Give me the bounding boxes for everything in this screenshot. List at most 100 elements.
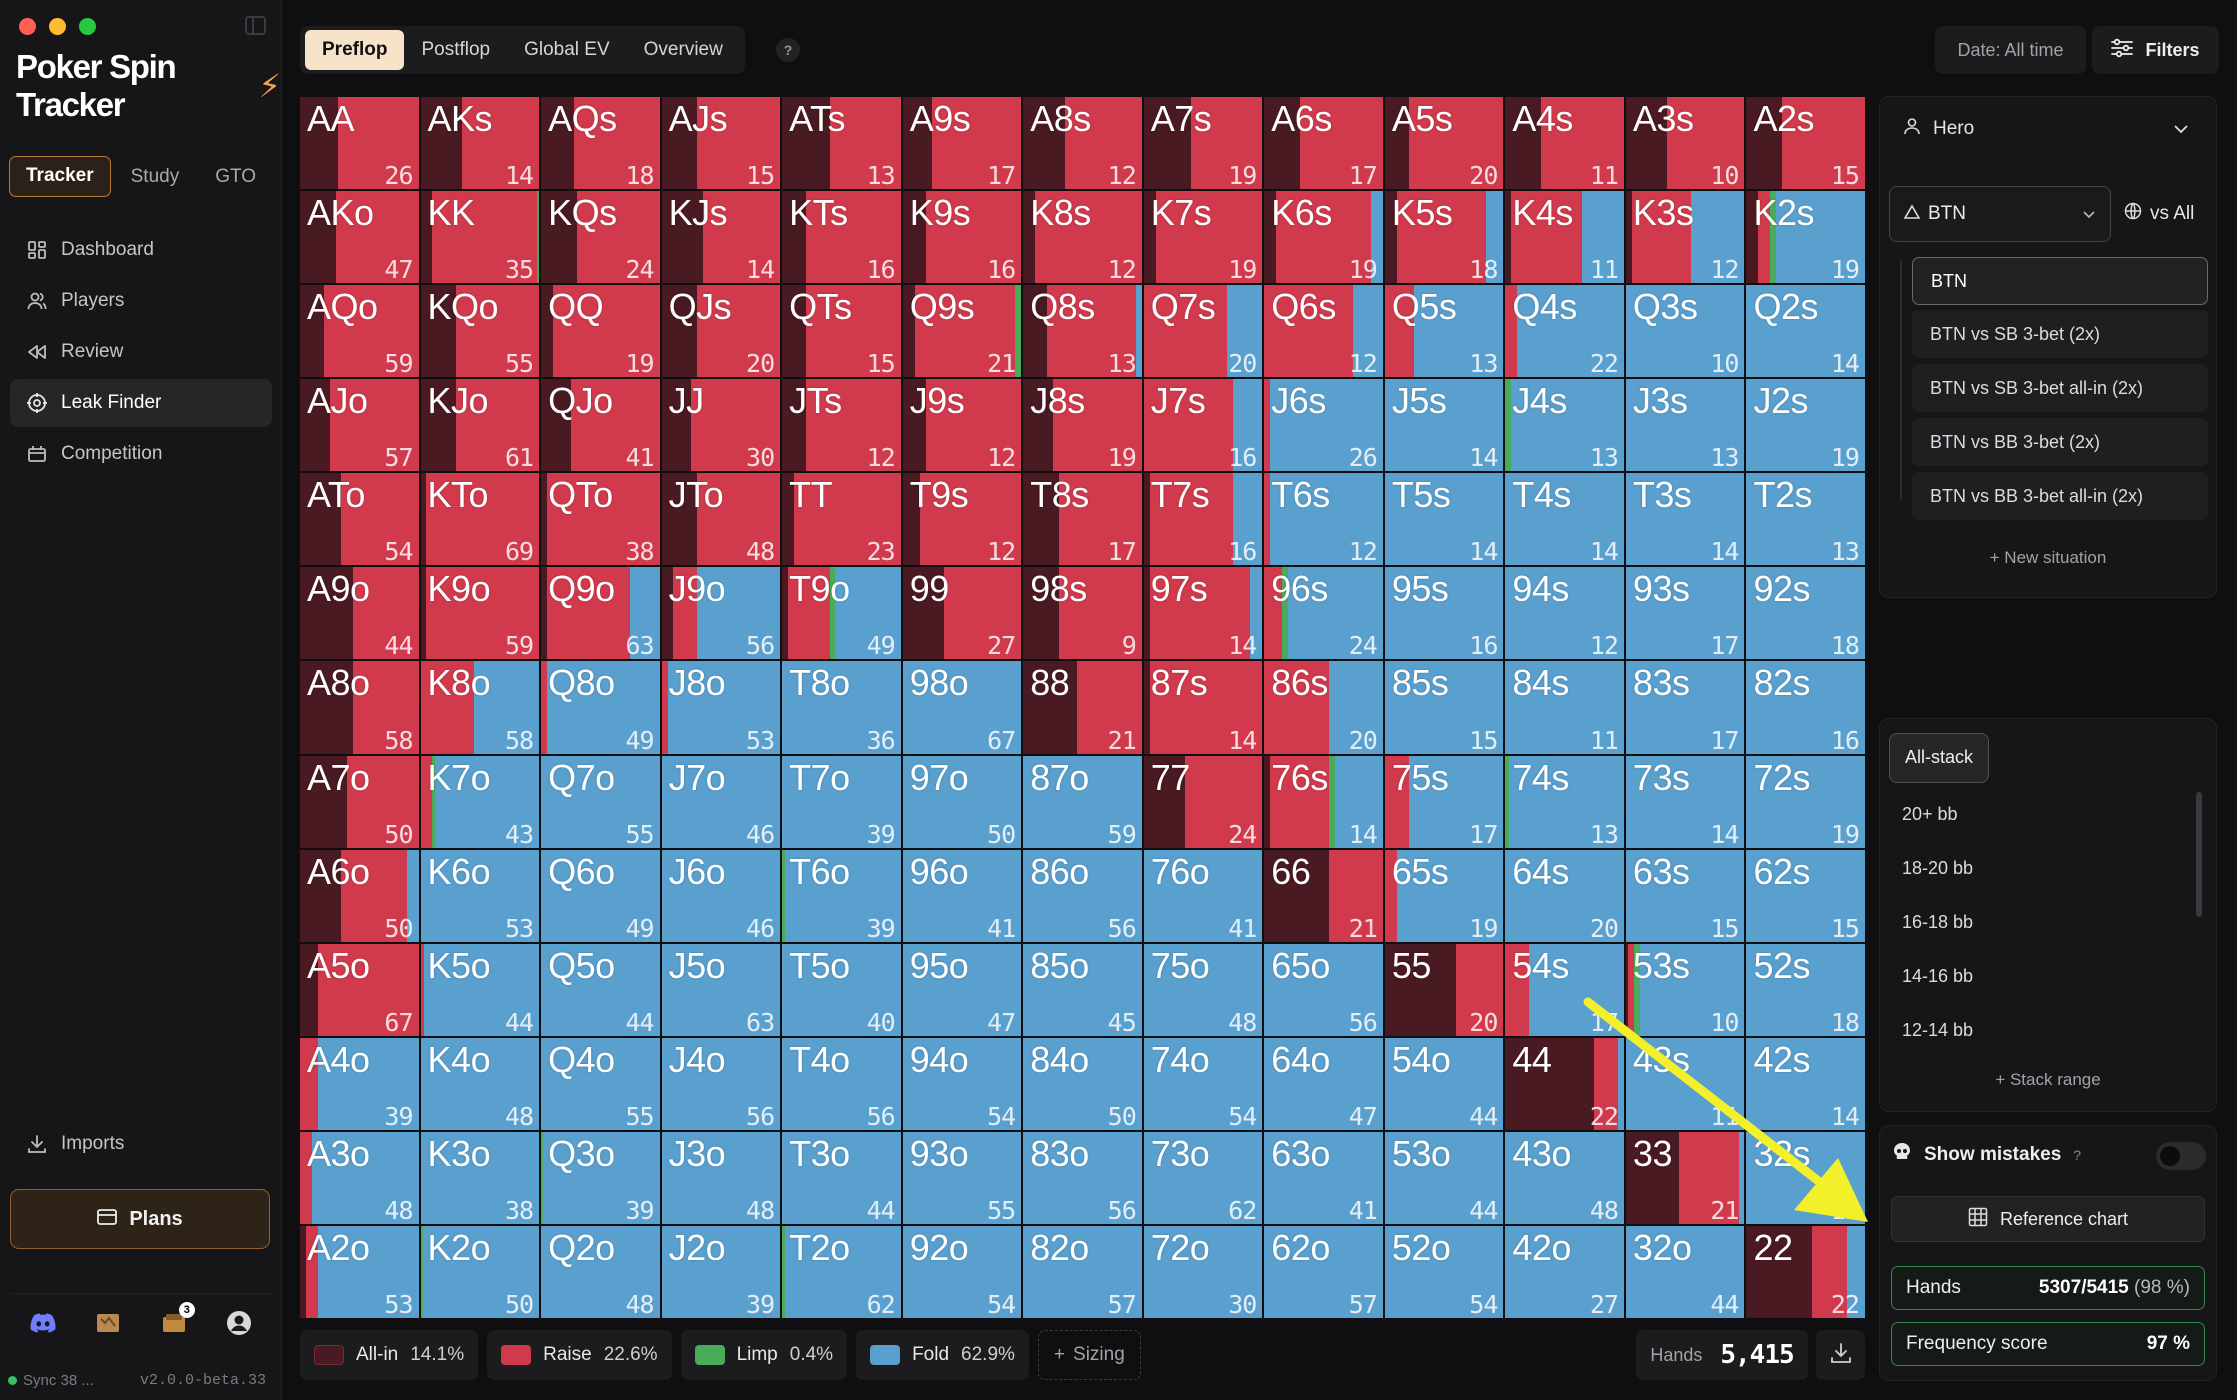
hand-cell-q6o[interactable]: Q6o 49 <box>541 849 660 942</box>
hand-cell-q5o[interactable]: Q5o 44 <box>541 943 660 1036</box>
hand-cell-73s[interactable]: 73s 14 <box>1625 755 1745 848</box>
hand-cell-aqo[interactable]: AQo 59 <box>300 285 419 378</box>
hand-cell-63s[interactable]: 63s 15 <box>1625 849 1745 942</box>
sidebar-toggle-icon[interactable] <box>245 16 266 35</box>
hand-cell-kto[interactable]: KTo 69 <box>420 473 540 566</box>
hand-cell-76o[interactable]: 76o 41 <box>1143 849 1263 942</box>
hand-cell-t9s[interactable]: T9s 12 <box>902 473 1022 566</box>
show-mistakes-toggle[interactable] <box>2156 1142 2206 1170</box>
hand-cell-j8s[interactable]: J8s 19 <box>1023 379 1142 472</box>
hand-cell-a5s[interactable]: A5s 20 <box>1384 97 1504 190</box>
hand-cell-a7s[interactable]: A7s 19 <box>1143 97 1263 190</box>
hand-cell-87s[interactable]: 87s 14 <box>1143 661 1263 754</box>
hand-cell-t5o[interactable]: T5o 40 <box>782 943 901 1036</box>
hand-cell-k4s[interactable]: K4s 11 <box>1505 191 1624 284</box>
hand-cell-k7s[interactable]: K7s 19 <box>1143 191 1263 284</box>
hand-cell-j5s[interactable]: J5s 14 <box>1384 379 1504 472</box>
hand-cell-74s[interactable]: 74s 13 <box>1505 755 1624 848</box>
opponent-select[interactable]: vs All <box>2124 186 2214 242</box>
situation-item[interactable]: BTN vs BB 3-bet (2x) <box>1912 418 2208 466</box>
hand-cell-q7o[interactable]: Q7o 55 <box>541 755 660 848</box>
hand-cell-86o[interactable]: 86o 56 <box>1023 849 1142 942</box>
hand-cell-83s[interactable]: 83s 17 <box>1625 661 1745 754</box>
hand-cell-ako[interactable]: AKo 47 <box>300 191 419 284</box>
hand-cell-k8s[interactable]: K8s 12 <box>1023 191 1142 284</box>
hand-cell-kjs[interactable]: KJs 14 <box>661 191 781 284</box>
hand-cell-42o[interactable]: 42o 27 <box>1505 1225 1624 1318</box>
zoom-window-button[interactable] <box>79 18 96 35</box>
hand-cell-qto[interactable]: QTo 38 <box>541 473 660 566</box>
hand-cell-a8s[interactable]: A8s 12 <box>1023 97 1142 190</box>
hand-cell-qq[interactable]: QQ 19 <box>541 285 660 378</box>
hand-cell-j4o[interactable]: J4o 56 <box>661 1037 781 1130</box>
help-icon[interactable]: ? <box>776 38 800 62</box>
hand-cell-aqs[interactable]: AQs 18 <box>541 97 660 190</box>
hand-cell-q2s[interactable]: Q2s 14 <box>1746 285 1865 378</box>
hand-cell-88[interactable]: 88 21 <box>1023 661 1142 754</box>
date-filter-button[interactable]: Date: All time <box>1935 26 2086 74</box>
hand-cell-87o[interactable]: 87o 59 <box>1023 755 1142 848</box>
legend-allin[interactable]: All-in 14.1% <box>300 1330 479 1380</box>
hand-cell-kts[interactable]: KTs 16 <box>782 191 901 284</box>
hand-cell-t7s[interactable]: T7s 16 <box>1143 473 1263 566</box>
hand-cell-kqs[interactable]: KQs 24 <box>541 191 660 284</box>
hand-cell-95o[interactable]: 95o 47 <box>902 943 1022 1036</box>
hand-cell-a2o[interactable]: A2o 53 <box>300 1225 419 1318</box>
hand-cell-kqo[interactable]: KQo 55 <box>420 285 540 378</box>
hand-cell-k8o[interactable]: K8o 58 <box>420 661 540 754</box>
hand-cell-52o[interactable]: 52o 54 <box>1384 1225 1504 1318</box>
hand-cell-kk[interactable]: KK 35 <box>420 191 540 284</box>
sidebar-item-review[interactable]: Review <box>10 328 272 376</box>
hand-cell-t5s[interactable]: T5s 14 <box>1384 473 1504 566</box>
reference-chart-button[interactable]: Reference chart <box>1891 1196 2205 1242</box>
hand-cell-k2o[interactable]: K2o 50 <box>420 1225 540 1318</box>
hand-cell-94s[interactable]: 94s 12 <box>1505 567 1624 660</box>
tab-gto[interactable]: GTO <box>215 166 257 187</box>
hand-cell-a3o[interactable]: A3o 48 <box>300 1131 419 1224</box>
hand-cell-t4s[interactable]: T4s 14 <box>1505 473 1624 566</box>
hand-cell-53s[interactable]: 53s 10 <box>1625 943 1745 1036</box>
hand-cell-52s[interactable]: 52s 18 <box>1746 943 1865 1036</box>
sidebar-item-dashboard[interactable]: Dashboard <box>10 226 272 274</box>
hand-cell-a8o[interactable]: A8o 58 <box>300 661 419 754</box>
hand-cell-93s[interactable]: 93s 17 <box>1625 567 1745 660</box>
hand-cell-k9o[interactable]: K9o 59 <box>420 567 540 660</box>
filters-button[interactable]: Filters <box>2092 26 2219 74</box>
hand-cell-q5s[interactable]: Q5s 13 <box>1384 285 1504 378</box>
situation-item[interactable]: BTN vs SB 3-bet all-in (2x) <box>1912 364 2208 412</box>
hand-cell-j5o[interactable]: J5o 63 <box>661 943 781 1036</box>
hand-cell-62o[interactable]: 62o 57 <box>1264 1225 1383 1318</box>
tab-global-ev[interactable]: Global EV <box>524 39 610 60</box>
hand-cell-98s[interactable]: 98s 9 <box>1023 567 1142 660</box>
hand-cell-qts[interactable]: QTs 15 <box>782 285 901 378</box>
plans-button[interactable]: Plans <box>10 1189 270 1249</box>
hand-cell-64s[interactable]: 64s 20 <box>1505 849 1624 942</box>
stack-filter-item[interactable]: 20+ bb <box>1902 804 1958 824</box>
hand-cell-63o[interactable]: 63o 41 <box>1264 1131 1383 1224</box>
tab-preflop[interactable]: Preflop <box>305 30 405 70</box>
hand-cell-77[interactable]: 77 24 <box>1143 755 1263 848</box>
hand-cell-a4o[interactable]: A4o 39 <box>300 1037 419 1130</box>
hand-cell-86s[interactable]: 86s 20 <box>1264 661 1383 754</box>
hand-cell-95s[interactable]: 95s 16 <box>1384 567 1504 660</box>
hand-cell-qjo[interactable]: QJo 41 <box>541 379 660 472</box>
hand-cell-ato[interactable]: ATo 54 <box>300 473 419 566</box>
hand-cell-k9s[interactable]: K9s 16 <box>902 191 1022 284</box>
hand-cell-82s[interactable]: 82s 16 <box>1746 661 1865 754</box>
hand-cell-a7o[interactable]: A7o 50 <box>300 755 419 848</box>
inbox-icon[interactable]: 3 <box>159 1301 195 1338</box>
position-select[interactable]: BTN <box>1889 186 2111 242</box>
hand-cell-76s[interactable]: 76s 14 <box>1264 755 1383 848</box>
add-stack-range-button[interactable]: + Stack range <box>1995 1070 2101 1089</box>
hand-cell-92o[interactable]: 92o 54 <box>902 1225 1022 1318</box>
hand-cell-73o[interactable]: 73o 62 <box>1143 1131 1263 1224</box>
hand-cell-82o[interactable]: 82o 57 <box>1023 1225 1142 1318</box>
hand-cell-92s[interactable]: 92s 18 <box>1746 567 1865 660</box>
hand-cell-k6s[interactable]: K6s 19 <box>1264 191 1383 284</box>
hand-cell-a5o[interactable]: A5o 67 <box>300 943 419 1036</box>
hand-cell-k3o[interactable]: K3o 38 <box>420 1131 540 1224</box>
sidebar-item-leak-finder[interactable]: Leak Finder <box>10 379 272 427</box>
account-icon[interactable] <box>224 1308 254 1338</box>
hand-cell-43o[interactable]: 43o 48 <box>1505 1131 1624 1224</box>
hand-cell-83o[interactable]: 83o 56 <box>1023 1131 1142 1224</box>
